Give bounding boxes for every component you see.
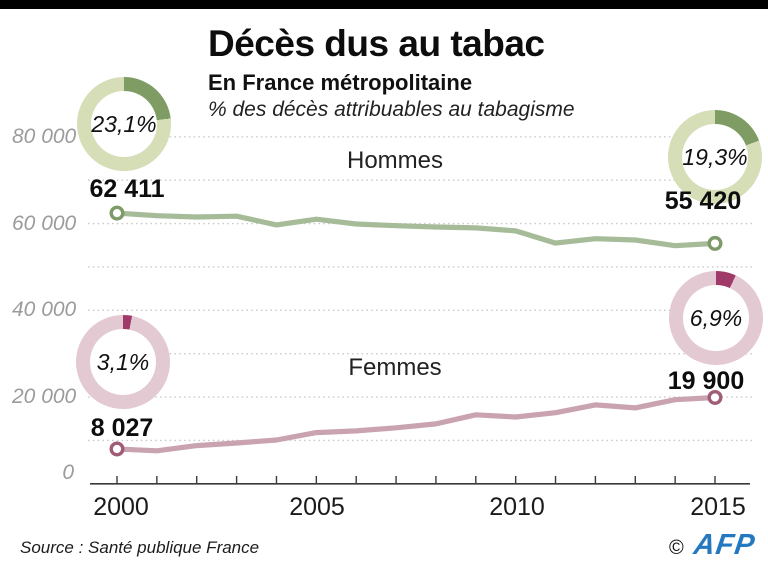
page-title: Décès dus au tabac [208, 23, 545, 64]
copyright-symbol: © [669, 537, 684, 559]
y-axis-label-40000: 40 000 [12, 298, 77, 321]
value-label-hommes-2015: 55 420 [664, 187, 742, 215]
donut-percent-label: 19,3% [682, 143, 748, 170]
donut-hole: 3,1% [90, 329, 156, 395]
donut-femmes-2015: 6,9% [669, 271, 763, 365]
donut-femmes-2000: 3,1% [76, 315, 170, 409]
line-femmes [114, 394, 718, 454]
top-black-bar [0, 0, 768, 9]
series-label-hommes: Hommes [346, 147, 443, 174]
donut-hommes-2015: 19,3% [668, 110, 762, 204]
line-hommes [114, 210, 718, 249]
donut-hommes-2000: 23,1% [77, 77, 171, 171]
marker-hommes-2015 [707, 235, 723, 251]
marker-femmes-2000 [109, 441, 125, 457]
marker-femmes-2015 [707, 389, 723, 405]
x-axis-label-2015: 2015 [690, 493, 746, 521]
y-axis-label-20000: 20 000 [12, 385, 77, 408]
afp-logo: AFP [691, 529, 758, 561]
source-credit: Source : Santé publique France [20, 538, 260, 557]
donut-percent-label: 23,1% [91, 110, 157, 137]
chart-subtitle: En France métropolitaine [208, 70, 473, 95]
x-axis-label-2010: 2010 [489, 493, 545, 521]
value-label-hommes-2000: 62 411 [89, 175, 165, 203]
series-label-femmes: Femmes [348, 354, 442, 381]
x-axis-label-2005: 2005 [289, 493, 345, 521]
marker-hommes-2000 [109, 205, 125, 221]
x-axis-label-2000: 2000 [93, 493, 149, 521]
donut-hole: 19,3% [682, 124, 748, 190]
y-axis-label-80000: 80 000 [12, 125, 77, 148]
value-label-femmes-2015: 19 900 [667, 367, 745, 395]
value-label-femmes-2000: 8 027 [90, 414, 154, 442]
donut-percent-label: 3,1% [96, 348, 150, 375]
donut-percent-label: 6,9% [689, 304, 743, 331]
donut-hole: 6,9% [683, 285, 749, 351]
y-axis-label-60000: 60 000 [12, 212, 77, 235]
chart-note: % des décès attribuables au tabagisme [208, 98, 575, 121]
y-axis-label-0: 0 [62, 461, 74, 484]
donut-hole: 23,1% [91, 91, 157, 157]
